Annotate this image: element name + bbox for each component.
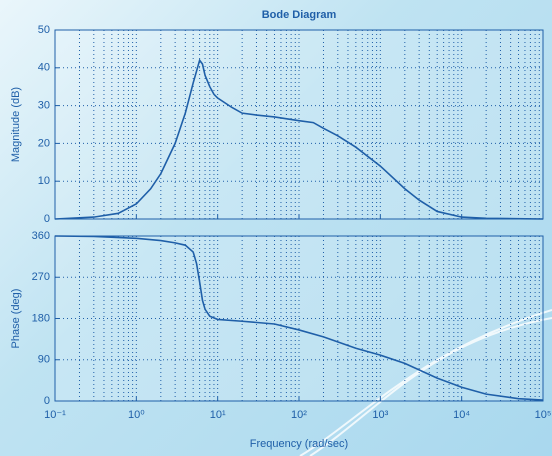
x-tick-label: 10² [291, 409, 307, 421]
y-tick-label: 90 [38, 354, 50, 366]
x-tick-label: 10¹ [210, 409, 226, 421]
data-line [54, 58, 544, 220]
data-line [54, 235, 544, 401]
x-tick-label: 10⁻¹ [44, 409, 66, 421]
x-tick-label: 10⁵ [535, 409, 552, 421]
y-tick-label: 360 [32, 230, 50, 242]
x-axis-label: Frequency (rad/sec) [250, 438, 348, 450]
x-tick-label: 10³ [372, 409, 388, 421]
y-tick-label: 180 [32, 312, 50, 324]
x-tick-label: 10⁰ [128, 409, 145, 421]
y-tick-label: 40 [38, 62, 50, 74]
y-tick-label: 20 [38, 137, 50, 149]
y-tick-label: 0 [44, 395, 50, 407]
chart-title: Bode Diagram [262, 9, 337, 21]
decoration [299, 309, 552, 456]
y-tick-label: 30 [38, 100, 50, 112]
y-axis-label: Phase (deg) [10, 289, 22, 349]
x-tick-label: 10⁴ [453, 409, 470, 421]
y-tick-label: 270 [32, 271, 50, 283]
plot-area [54, 29, 544, 220]
y-tick-label: 50 [38, 24, 50, 36]
y-tick-label: 10 [38, 175, 50, 187]
y-tick-label: 0 [44, 213, 50, 225]
y-axis-label: Magnitude (dB) [10, 87, 22, 162]
